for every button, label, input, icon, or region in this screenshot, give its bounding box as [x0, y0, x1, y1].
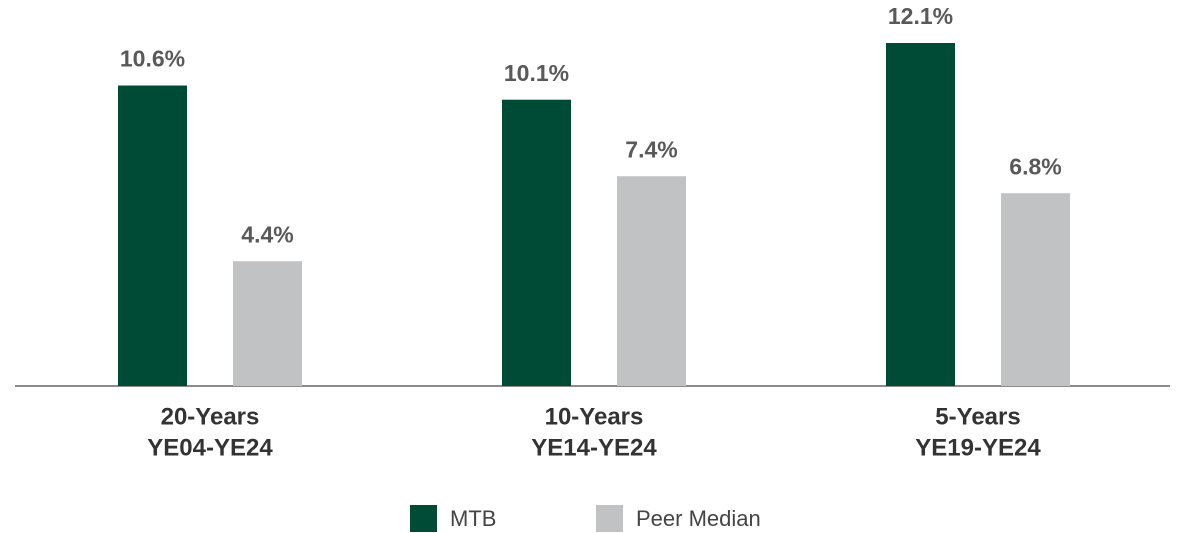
bar [886, 43, 955, 386]
value-label: 6.8% [1009, 153, 1061, 179]
x-tick-label: 20-Years [161, 403, 260, 430]
legend-label: MTB [450, 506, 496, 531]
value-label: 7.4% [625, 136, 677, 162]
bar [1001, 193, 1070, 386]
value-label: 4.4% [241, 221, 293, 247]
value-label: 12.1% [888, 3, 953, 29]
x-tick-label: YE14-YE24 [531, 434, 657, 461]
x-tick-label: 5-Years [935, 403, 1020, 430]
bar [118, 85, 187, 386]
bar [502, 99, 571, 386]
x-tick-label: YE04-YE24 [147, 434, 273, 461]
value-label: 10.6% [120, 46, 185, 72]
legend-swatch [410, 505, 437, 532]
legend-label: Peer Median [636, 506, 761, 531]
legend-swatch [596, 505, 623, 532]
bar [617, 176, 686, 386]
x-tick-label: YE19-YE24 [915, 434, 1041, 461]
value-label: 10.1% [504, 60, 569, 86]
x-tick-label: 10-Years [545, 403, 644, 430]
bar [233, 261, 302, 386]
